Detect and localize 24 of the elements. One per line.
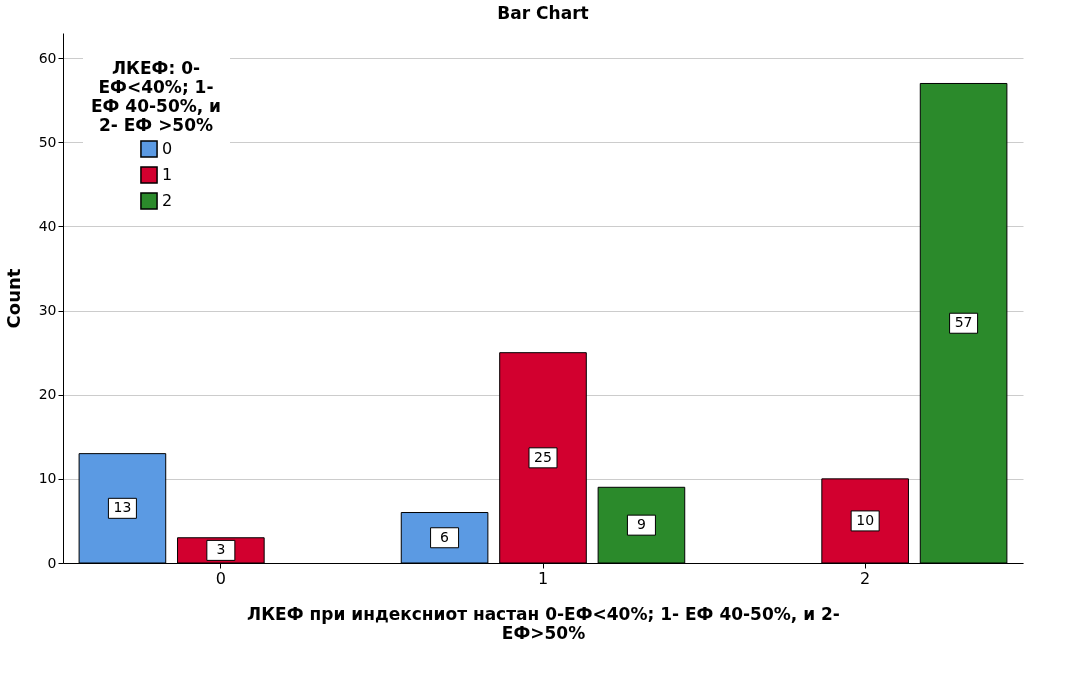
- y-tick-label: 60: [38, 49, 57, 66]
- y-tick-label: 20: [38, 386, 57, 403]
- y-axis-title: Count: [2, 268, 24, 329]
- legend-label: 2: [162, 191, 173, 210]
- legend-label: 1: [162, 165, 173, 184]
- data-label: 10: [856, 511, 875, 528]
- y-tick-label: 40: [38, 217, 57, 234]
- legend-label: 0: [162, 139, 173, 158]
- legend-title: ЛКЕФ: 0- ЕФ<40%; 1- ЕФ 40-50%, и 2- ЕФ >50%: [90, 58, 222, 135]
- data-label: 25: [534, 448, 552, 465]
- data-label: 9: [636, 516, 646, 533]
- x-tick-label: 0: [215, 568, 226, 588]
- data-label: 3: [216, 541, 226, 558]
- x-axis-title: ЛКЕФ при индексниот настан 0-ЕФ<40%; 1- ЕФ 40-50%, и 2- ЕФ>50%: [247, 603, 840, 643]
- y-tick-label: 30: [38, 302, 57, 319]
- y-tick-label: 10: [38, 470, 57, 487]
- x-tick-label: 2: [860, 568, 871, 588]
- x-tick-label: 1: [537, 568, 549, 588]
- data-label: 57: [954, 314, 973, 331]
- data-label: 13: [113, 499, 132, 516]
- y-tick-label: 0: [47, 554, 57, 571]
- y-tick-label: 50: [38, 133, 57, 150]
- data-label: 6: [440, 528, 450, 545]
- chart-title: Bar Chart: [497, 3, 589, 23]
